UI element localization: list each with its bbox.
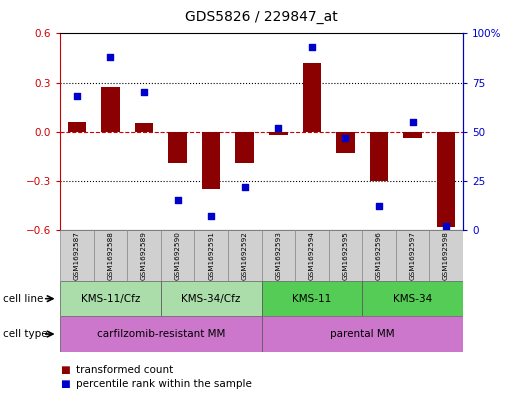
Point xyxy=(375,203,383,209)
Text: cell line: cell line xyxy=(3,294,43,304)
Bar xyxy=(161,230,195,281)
Point xyxy=(308,44,316,50)
Text: GSM1692594: GSM1692594 xyxy=(309,231,315,280)
Point xyxy=(274,125,282,131)
Bar xyxy=(60,316,262,352)
Bar xyxy=(161,281,262,316)
Text: cell type: cell type xyxy=(3,329,47,339)
Point xyxy=(442,223,450,229)
Text: parental MM: parental MM xyxy=(330,329,394,339)
Bar xyxy=(303,63,321,132)
Bar xyxy=(135,123,153,132)
Bar xyxy=(235,132,254,163)
Text: KMS-11: KMS-11 xyxy=(292,294,332,304)
Text: GSM1692589: GSM1692589 xyxy=(141,231,147,280)
Bar xyxy=(228,230,262,281)
Text: GSM1692595: GSM1692595 xyxy=(343,231,348,280)
Bar xyxy=(336,132,355,153)
Bar xyxy=(295,230,328,281)
Bar xyxy=(127,230,161,281)
Bar xyxy=(195,230,228,281)
Bar xyxy=(262,281,362,316)
Point xyxy=(140,89,148,95)
Point xyxy=(106,54,115,60)
Bar xyxy=(262,230,295,281)
Text: GSM1692590: GSM1692590 xyxy=(175,231,180,280)
Text: GSM1692598: GSM1692598 xyxy=(443,231,449,280)
Text: ■: ■ xyxy=(60,365,70,375)
Bar xyxy=(60,230,94,281)
Bar xyxy=(262,316,463,352)
Bar xyxy=(168,132,187,163)
Bar xyxy=(67,122,86,132)
Bar xyxy=(403,132,422,138)
Text: KMS-11/Cfz: KMS-11/Cfz xyxy=(81,294,140,304)
Text: GSM1692587: GSM1692587 xyxy=(74,231,80,280)
Bar xyxy=(269,132,288,135)
Bar xyxy=(60,281,161,316)
Bar xyxy=(94,230,127,281)
Point xyxy=(174,197,182,204)
Bar xyxy=(362,281,463,316)
Text: KMS-34/Cfz: KMS-34/Cfz xyxy=(181,294,241,304)
Point xyxy=(207,213,215,219)
Bar xyxy=(437,132,456,227)
Text: carfilzomib-resistant MM: carfilzomib-resistant MM xyxy=(97,329,225,339)
Point xyxy=(408,119,417,125)
Point xyxy=(341,134,349,141)
Point xyxy=(73,93,81,99)
Text: KMS-34: KMS-34 xyxy=(393,294,432,304)
Bar xyxy=(101,87,120,132)
Text: ■: ■ xyxy=(60,379,70,389)
Text: GSM1692596: GSM1692596 xyxy=(376,231,382,280)
Bar xyxy=(202,132,220,189)
Text: transformed count: transformed count xyxy=(76,365,173,375)
Text: GSM1692593: GSM1692593 xyxy=(275,231,281,280)
Bar xyxy=(328,230,362,281)
Bar xyxy=(370,132,388,181)
Text: GSM1692597: GSM1692597 xyxy=(410,231,415,280)
Bar xyxy=(362,230,396,281)
Text: GSM1692588: GSM1692588 xyxy=(108,231,113,280)
Text: GDS5826 / 229847_at: GDS5826 / 229847_at xyxy=(185,10,338,24)
Bar xyxy=(429,230,463,281)
Point xyxy=(241,184,249,190)
Text: percentile rank within the sample: percentile rank within the sample xyxy=(76,379,252,389)
Text: GSM1692591: GSM1692591 xyxy=(208,231,214,280)
Text: GSM1692592: GSM1692592 xyxy=(242,231,248,280)
Bar xyxy=(396,230,429,281)
